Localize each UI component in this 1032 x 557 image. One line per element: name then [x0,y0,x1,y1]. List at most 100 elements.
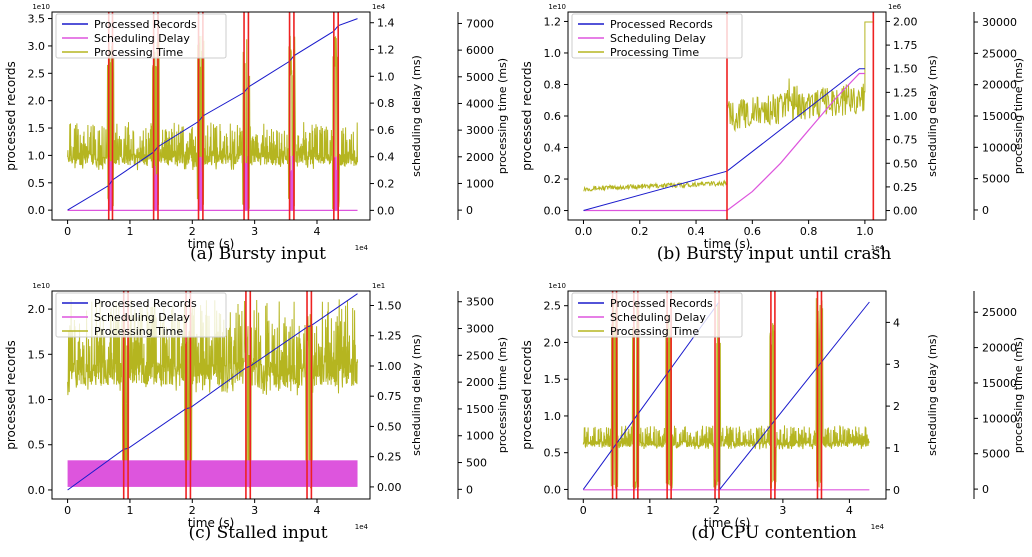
processing-time-line [67,35,358,211]
legend-box [55,292,227,338]
y1-multiplier: 1e10 [32,282,50,290]
scheduling-delay-line [583,72,865,212]
y3-tick-label: 10000 [982,141,1017,154]
y2-tick-label: 0.4 [377,151,395,164]
y3-tick-label: 3000 [466,323,494,336]
y1-tick-label: 1.2 [544,15,562,28]
y1-multiplier: 1e10 [548,3,566,11]
x-tick-label: 1 [126,504,133,517]
legend-box [571,292,743,338]
y2-tick-label: 0.0 [377,204,395,217]
y1-tick-label: 0.8 [544,78,562,91]
y3-tick-label: 6000 [466,44,494,57]
y3-tick-label: 0 [466,483,473,496]
x-tick-label: 0.8 [800,225,818,238]
y1-axis-label: processed records [4,340,18,450]
chart-svg: 0 1 2 3 4 time (s) 1e4 0.0 0.5 1.0 1.5 2.0 processed… [4,282,509,531]
y3-tick-label: 20000 [982,342,1017,355]
y1-tick-label: 0.0 [544,205,562,218]
y2-tick-label: 0.00 [377,481,402,494]
plot-frame [51,11,371,221]
x-multiplier: 1e4 [871,244,885,252]
y1-axis-label: processed records [520,340,534,450]
y1-tick-label: 0.0 [28,204,46,217]
x-tick-label: 1 [126,225,133,238]
y1-tick-label: 0.0 [544,483,562,496]
y1-tick-label: 0.0 [28,484,46,497]
x-axis-label: time (s) [704,516,751,530]
legend-label: Processed Records [94,297,197,310]
y1-tick-label: 2.5 [544,300,562,313]
y3-tick-label: 2000 [466,151,494,164]
x-tick-label: 0 [64,225,71,238]
y3-tick-label: 15000 [982,110,1017,123]
y2-tick-label: 0.6 [377,124,395,137]
panel-a: (a) Bursty input 0 1 2 3 4 time (s) 1e4 0.0 0.5 1.… [0,0,516,278]
plot-frame [51,290,371,500]
chart-svg: 0 1 2 3 4 time (s) 1e4 0.0 0.5 1.0 1.5 2.0 2.5 proces… [520,282,1025,531]
x-tick-label: 2 [189,225,196,238]
y2-axis-label: scheduling delay (ms) [926,334,939,456]
x-tick-label: 1.0 [856,225,874,238]
y3-tick-label: 4000 [466,97,494,110]
y2-tick-label: 2 [893,400,900,413]
y2-tick-label: 0.50 [377,420,402,433]
y1-tick-label: 0.5 [28,439,46,452]
legend-label: Processed Records [94,18,197,31]
y1-multiplier: 1e10 [32,3,50,11]
y1-tick-label: 3.0 [28,40,46,53]
panel-caption: (b) Bursty input until crash [656,244,892,264]
y2-axis-label: scheduling delay (ms) [926,55,939,177]
x-tick-label: 0.4 [687,225,705,238]
y3-axis-label: processing time (ms) [496,58,509,174]
y3-tick-label: 5000 [982,173,1010,186]
y3-tick-label: 500 [466,457,487,470]
legend-label: Processing Time [610,325,699,338]
legend-label: Processing Time [94,46,183,59]
x-multiplier: 1e4 [871,523,885,531]
x-tick-label: 4 [846,504,853,517]
y3-tick-label: 10000 [982,412,1017,425]
y1-tick-label: 1.0 [544,410,562,423]
y3-tick-label: 1500 [466,403,494,416]
y3-tick-label: 0 [466,204,473,217]
legend-label: Scheduling Delay [610,32,706,45]
x-tick-label: 3 [251,504,258,517]
y2-tick-label: 1.50 [377,300,402,313]
y2-tick-label: 0 [893,484,900,497]
y2-tick-label: 0.25 [893,181,918,194]
y2-tick-label: 0.00 [893,205,918,218]
y3-tick-label: 0 [982,204,989,217]
y1-tick-label: 1.5 [28,348,46,361]
y2-axis-label: scheduling delay (ms) [410,334,423,456]
y3-tick-label: 1000 [466,430,494,443]
x-tick-label: 1 [646,504,653,517]
y2-multiplier: 1e1 [372,282,385,290]
y1-axis-label: processed records [520,61,534,171]
y1-tick-label: 0.5 [28,177,46,190]
y1-tick-label: 1.5 [544,373,562,386]
y1-tick-label: 1.5 [28,122,46,135]
y1-tick-label: 2.0 [28,95,46,108]
legend-label: Scheduling Delay [94,32,190,45]
y3-tick-label: 0 [982,483,989,496]
y2-tick-label: 1.4 [377,17,395,30]
legend-label: Scheduling Delay [94,311,190,324]
y2-tick-label: 3 [893,358,900,371]
x-multiplier: 1e4 [355,244,369,252]
x-tick-label: 3 [779,504,786,517]
y3-tick-label: 15000 [982,377,1017,390]
legend-box [571,13,743,59]
y2-tick-label: 1.2 [377,44,395,57]
y3-axis-label: processing time (ms) [1012,337,1025,453]
y3-axis-label: processing time (ms) [1012,58,1025,174]
panel-caption: (d) CPU contention [691,523,857,543]
legend-label: Processing Time [94,325,183,338]
y1-tick-label: 0.6 [544,110,562,123]
y3-tick-label: 2000 [466,376,494,389]
y2-tick-label: 1.0 [377,70,395,83]
plot-area [67,291,358,499]
